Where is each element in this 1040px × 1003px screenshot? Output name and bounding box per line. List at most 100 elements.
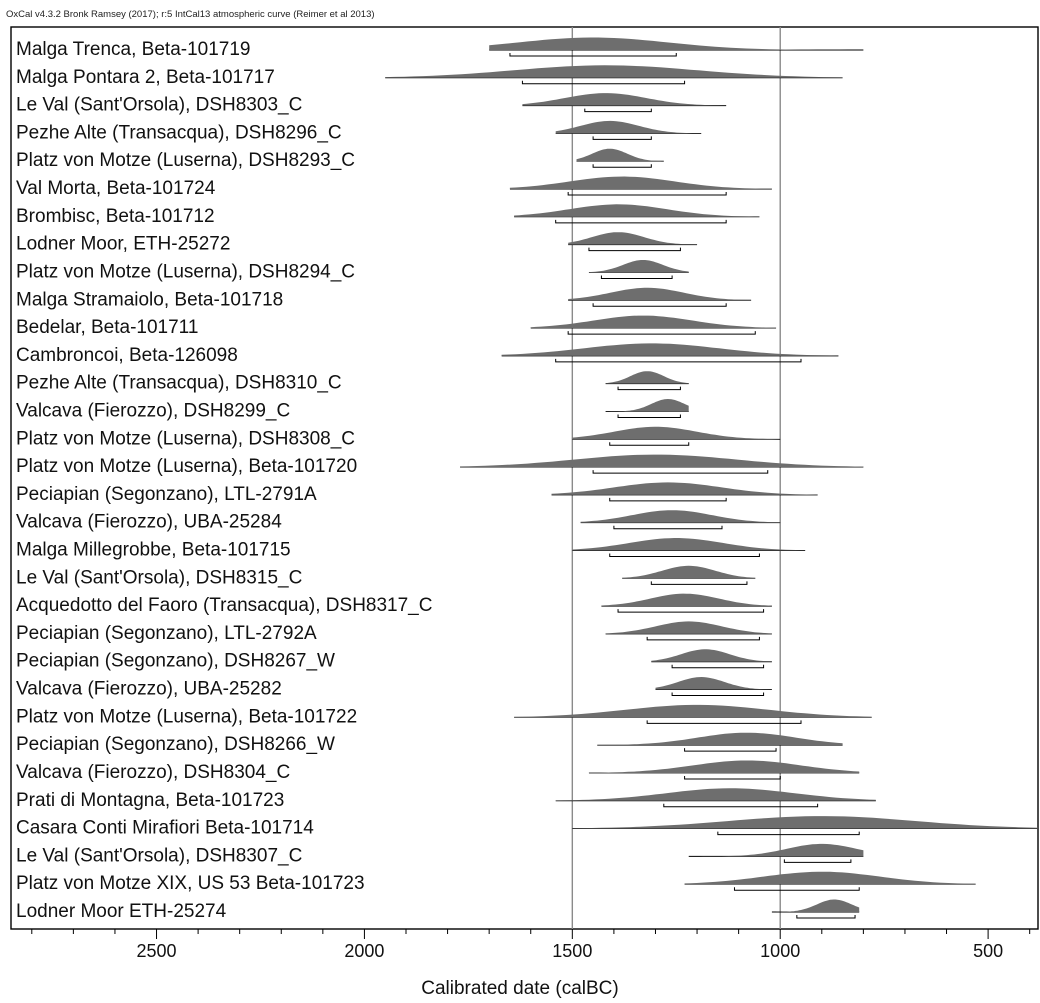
probability-distribution (572, 538, 806, 551)
sample-label: Lodner Moor, ETH-25272 (16, 234, 230, 255)
probability-distribution (684, 871, 976, 885)
confidence-range (521, 80, 686, 85)
sample-label: Platz von Motze (Luserna), Beta-101722 (16, 706, 357, 727)
sample-label: Bedelar, Beta-101711 (16, 317, 198, 338)
probability-distribution (555, 120, 702, 134)
confidence-range (609, 442, 690, 446)
confidence-range (592, 470, 769, 474)
sample-label: Brombisc, Beta-101712 (16, 206, 215, 227)
confidence-range (646, 636, 760, 641)
probability-distribution (622, 565, 756, 579)
sample-label: Cambroncoi, Beta-126098 (16, 345, 238, 366)
sample-label: Pezhe Alte (Transacqua), DSH8296_C (16, 122, 342, 143)
probability-distribution (522, 93, 727, 106)
probability-distribution (501, 343, 839, 356)
tick-label: 1500 (552, 941, 592, 961)
tick-label: 1000 (760, 941, 800, 961)
sample-label: Le Val (Sant'Orsola), DSH8307_C (16, 845, 302, 866)
confidence-range (555, 358, 802, 363)
probability-distribution (551, 482, 818, 495)
sample-label: Malga Stramaiolo, Beta-101718 (16, 289, 283, 310)
probability-distribution (530, 315, 777, 329)
sample-row: Valcava (Fierozzo), UBA-25282 (16, 677, 772, 700)
sample-row: Malga Stramaiolo, Beta-101718 (16, 287, 752, 310)
sample-row: Prati di Montagna, Beta-101723 (16, 788, 876, 811)
sample-label: Valcava (Fierozzo), UBA-25284 (16, 512, 282, 533)
confidence-range (617, 414, 681, 418)
sample-row: Acquedotto del Faoro (Transacqua), DSH83… (16, 593, 772, 616)
confidence-range (592, 136, 652, 140)
sample-label: Val Morta, Beta-101724 (16, 178, 216, 199)
probability-distribution (568, 287, 752, 301)
probability-distribution (568, 232, 698, 245)
probability-distribution (651, 649, 772, 662)
sample-label: Peciapian (Segonzano), DSH8267_W (16, 651, 335, 672)
sample-row: Valcava (Fierozzo), DSH8304_C (16, 760, 860, 783)
sample-row: Peciapian (Segonzano), DSH8266_W (16, 732, 843, 755)
probability-distribution (597, 732, 843, 746)
confidence-range (671, 692, 765, 697)
sample-row: Pezhe Alte (Transacqua), DSH8296_C (16, 120, 702, 143)
sample-row: Valcava (Fierozzo), UBA-25284 (16, 510, 781, 533)
probability-distribution (601, 593, 772, 607)
confidence-range (509, 53, 677, 57)
sample-rows: Malga Trenca, Beta-101719 Malga Pontara 2… (16, 37, 1038, 922)
sample-row: Platz von Motze (Luserna), DSH8294_C (16, 260, 689, 282)
sample-row: Peciapian (Segonzano), LTL-2791A (16, 482, 818, 505)
confidence-range (796, 915, 856, 919)
plot-frame (10, 26, 1039, 930)
sample-row: Peciapian (Segonzano), LTL-2792A (16, 621, 772, 644)
sample-row: Lodner Moor ETH-25274 (16, 899, 860, 922)
sample-label: Malga Trenca, Beta-101719 (16, 39, 251, 60)
sample-label: Peciapian (Segonzano), LTL-2791A (16, 484, 317, 505)
confidence-range (684, 775, 781, 780)
probability-distribution (655, 677, 772, 690)
sample-label: Platz von Motze (Luserna), DSH8293_C (16, 150, 355, 171)
probability-distribution (588, 760, 860, 773)
sample-row: Peciapian (Segonzano), DSH8267_W (16, 649, 772, 672)
sample-label: Platz von Motze (Luserna), DSH8294_C (16, 261, 355, 282)
probability-distribution (509, 176, 772, 190)
sample-label: Malga Pontara 2, Beta-101717 (16, 67, 275, 88)
confidence-range (617, 386, 681, 391)
probability-distribution (572, 816, 1038, 829)
sample-row: Val Morta, Beta-101724 (16, 176, 772, 199)
sample-row: Cambroncoi, Beta-126098 (16, 343, 839, 366)
sample-label: Valcava (Fierozzo), DSH8299_C (16, 400, 290, 421)
confidence-range (555, 219, 727, 224)
probability-distribution (580, 510, 781, 523)
confidence-range (671, 664, 765, 669)
confidence-range (584, 108, 652, 113)
sample-label: Valcava (Fierozzo), DSH8304_C (16, 762, 290, 783)
sample-label: Pezhe Alte (Transacqua), DSH8310_C (16, 373, 342, 394)
sample-row: Le Val (Sant'Orsola), DSH8307_C (16, 843, 864, 866)
probability-distribution (771, 899, 860, 912)
probability-distribution (514, 704, 872, 718)
probability-distribution (605, 621, 772, 634)
probability-distribution (576, 148, 664, 162)
sample-row: Platz von Motze (Luserna), Beta-101722 (16, 704, 872, 727)
probability-distribution (514, 204, 760, 217)
sample-row: Valcava (Fierozzo), DSH8299_C (16, 399, 689, 421)
probability-distribution (572, 426, 781, 440)
sample-label: Peciapian (Segonzano), DSH8266_W (16, 734, 335, 755)
probability-distribution (489, 37, 864, 50)
confidence-range (588, 247, 681, 252)
sample-label: Platz von Motze XIX, US 53 Beta-101723 (16, 873, 365, 894)
sample-row: Platz von Motze XIX, US 53 Beta-101723 (16, 871, 976, 894)
confidence-range (783, 859, 852, 863)
sample-row: Lodner Moor, ETH-25272 (16, 232, 698, 255)
x-axis: 2500 2000 1500 1000 500 (31, 929, 1031, 961)
confidence-range (592, 164, 652, 168)
x-axis-label: Calibrated date (calBC) (421, 978, 618, 999)
sample-row: Platz von Motze (Luserna), DSH8308_C (16, 426, 781, 449)
confidence-range (592, 303, 727, 307)
sample-label: Malga Millegrobbe, Beta-101715 (16, 540, 291, 561)
sample-row: Bedelar, Beta-101711 (16, 315, 777, 338)
sample-label: Peciapian (Segonzano), LTL-2792A (16, 623, 317, 644)
confidence-range (567, 331, 756, 335)
confidence-range (600, 275, 673, 279)
sample-label: Le Val (Sant'Orsola), DSH8315_C (16, 567, 302, 588)
probability-distribution (385, 65, 843, 78)
